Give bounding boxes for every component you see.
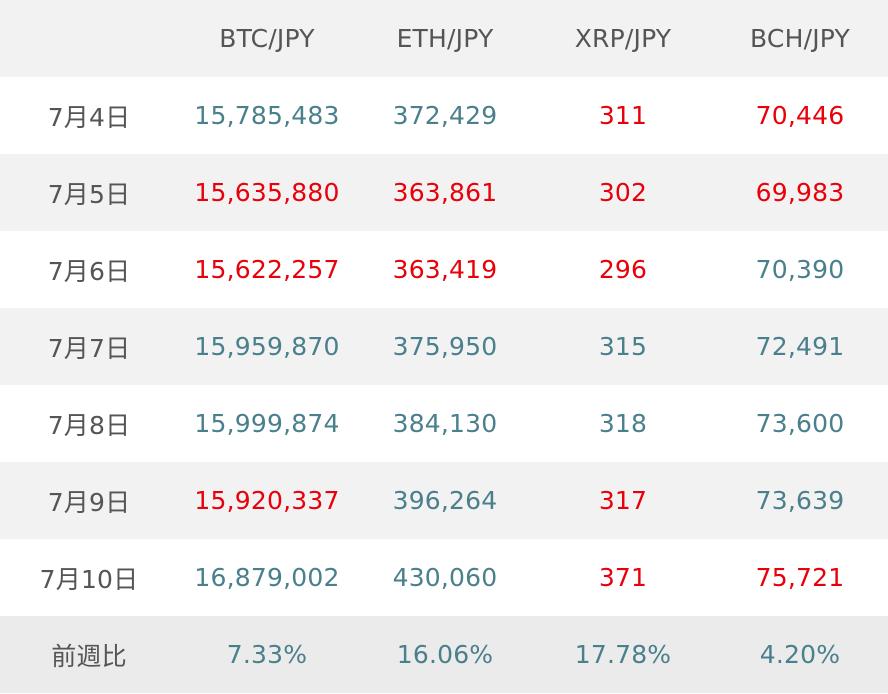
eth-cell: 430,060 xyxy=(392,563,498,592)
eth-change-cell: 16.06% xyxy=(396,640,494,669)
bch-cell: 69,983 xyxy=(755,178,845,207)
bch-cell: 70,390 xyxy=(755,255,845,284)
bch-cell: 72,491 xyxy=(755,332,845,361)
xrp-change-cell: 17.78% xyxy=(574,640,672,669)
xrp-cell: 318 xyxy=(598,409,648,438)
table-row: 7月9日 15,920,337 396,264 317 73,639 xyxy=(0,462,888,539)
summary-row: 前週比 7.33% 16.06% 17.78% 4.20% xyxy=(0,616,888,693)
table-row: 7月4日 15,785,483 372,429 311 70,446 xyxy=(0,77,888,154)
btc-cell: 15,920,337 xyxy=(194,486,340,515)
btc-cell: 15,785,483 xyxy=(194,101,340,130)
eth-cell: 384,130 xyxy=(392,409,498,438)
date-cell: 7月4日 xyxy=(47,102,131,132)
btc-cell: 15,959,870 xyxy=(194,332,340,361)
header-cell-bch: BCH/JPY xyxy=(750,24,850,53)
eth-cell: 363,419 xyxy=(392,255,498,284)
header-cell-btc: BTC/JPY xyxy=(219,24,315,53)
xrp-cell: 315 xyxy=(598,332,648,361)
date-cell: 7月7日 xyxy=(47,333,131,363)
btc-cell: 15,622,257 xyxy=(194,255,340,284)
summary-label: 前週比 xyxy=(51,641,127,671)
xrp-cell: 371 xyxy=(598,563,648,592)
eth-cell: 375,950 xyxy=(392,332,498,361)
table-row: 7月5日 15,635,880 363,861 302 69,983 xyxy=(0,154,888,231)
bch-cell: 73,639 xyxy=(755,486,845,515)
btc-cell: 15,999,874 xyxy=(194,409,340,438)
date-cell: 7月10日 xyxy=(39,564,139,594)
eth-cell: 363,861 xyxy=(392,178,498,207)
date-cell: 7月6日 xyxy=(47,256,131,286)
xrp-cell: 317 xyxy=(598,486,648,515)
header-cell-eth: ETH/JPY xyxy=(396,24,494,53)
header-cell-date xyxy=(0,0,178,77)
btc-change-cell: 7.33% xyxy=(226,640,308,669)
table-row: 7月6日 15,622,257 363,419 296 70,390 xyxy=(0,231,888,308)
bch-cell: 73,600 xyxy=(755,409,845,438)
xrp-cell: 311 xyxy=(598,101,648,130)
table-row: 7月7日 15,959,870 375,950 315 72,491 xyxy=(0,308,888,385)
bch-cell: 75,721 xyxy=(755,563,845,592)
bch-cell: 70,446 xyxy=(755,101,845,130)
eth-cell: 372,429 xyxy=(392,101,498,130)
date-cell: 7月9日 xyxy=(47,487,131,517)
header-cell-xrp: XRP/JPY xyxy=(574,24,672,53)
btc-cell: 16,879,002 xyxy=(194,563,340,592)
xrp-cell: 302 xyxy=(598,178,648,207)
date-cell: 7月8日 xyxy=(47,410,131,440)
bch-change-cell: 4.20% xyxy=(759,640,841,669)
table-row: 7月10日 16,879,002 430,060 371 75,721 xyxy=(0,539,888,616)
xrp-cell: 296 xyxy=(598,255,648,284)
table-row: 7月8日 15,999,874 384,130 318 73,600 xyxy=(0,385,888,462)
eth-cell: 396,264 xyxy=(392,486,498,515)
date-cell: 7月5日 xyxy=(47,179,131,209)
header-row: BTC/JPY ETH/JPY XRP/JPY BCH/JPY xyxy=(0,0,888,77)
btc-cell: 15,635,880 xyxy=(194,178,340,207)
